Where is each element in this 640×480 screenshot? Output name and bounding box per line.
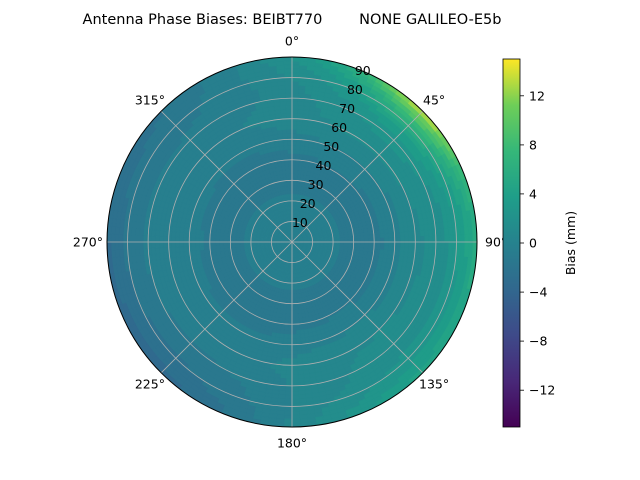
bias-field [107,57,477,427]
chart-title: Antenna Phase Biases: BEIBT770 NONE GALI… [83,12,502,28]
